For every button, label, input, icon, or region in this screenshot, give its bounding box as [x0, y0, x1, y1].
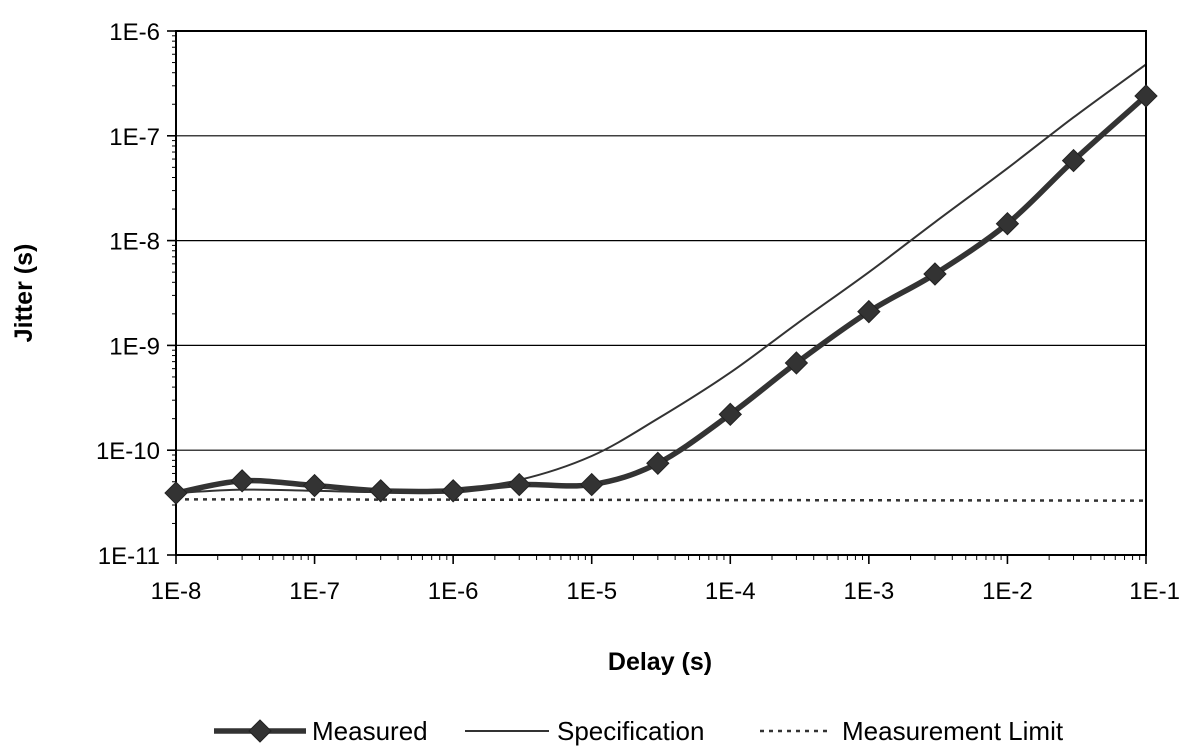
series-lines: [173, 63, 1149, 502]
x-tick-label: 1E-5: [566, 578, 617, 605]
data-point-marker: [368, 479, 393, 503]
legend-label: Specification: [557, 716, 704, 746]
y-tick-label: 1E-7: [109, 124, 160, 151]
data-point-marker: [784, 351, 809, 375]
legend: Measured Specification Measurement Limit: [214, 716, 1064, 746]
data-point-marker: [302, 473, 327, 498]
data-point-marker: [1061, 148, 1086, 173]
y-tick-label: 1E-10: [96, 438, 160, 465]
y-tick-label: 1E-8: [109, 229, 160, 256]
data-point-marker: [580, 472, 604, 497]
gridlines: [176, 135, 1146, 451]
x-tick-label: 1E-6: [428, 578, 479, 605]
data-point-marker: [441, 479, 465, 503]
legend-label: Measured: [312, 716, 428, 746]
legend-item-measurement-limit: Measurement Limit: [760, 716, 1064, 746]
plot-area-frame: [175, 30, 1147, 556]
x-tick-label: 1E-3: [844, 578, 895, 605]
x-tick-label: 1E-2: [982, 578, 1033, 605]
legend-item-measured: Measured: [214, 716, 428, 746]
series-line-measured: [173, 93, 1149, 496]
data-point-marker: [857, 299, 881, 324]
x-tick-label: 1E-7: [289, 578, 340, 605]
y-tick-label: 1E-9: [109, 333, 160, 360]
x-tick-label: 1E-1: [1129, 578, 1180, 605]
y-axis-title: Jitter (s): [10, 244, 38, 343]
axis-ticks: [167, 30, 1147, 564]
legend-marker: [248, 719, 272, 743]
series-line-measurement-limit: [175, 498, 1147, 502]
x-axis-title: Delay (s): [608, 648, 712, 676]
y-tick-label: 1E-6: [109, 19, 160, 46]
data-point-marker: [507, 472, 531, 497]
data-point-marker: [923, 262, 947, 286]
x-tick-label: 1E-4: [705, 578, 756, 605]
legend-item-specification: Specification: [465, 716, 704, 746]
data-point-marker: [1134, 84, 1158, 108]
series-line-specification: [175, 63, 1147, 495]
series-markers: [164, 84, 1158, 505]
data-point-marker: [646, 451, 670, 476]
data-point-marker: [230, 469, 254, 493]
y-tick-label: 1E-11: [98, 543, 160, 570]
x-tick-label: 1E-8: [151, 578, 202, 605]
data-point-marker: [164, 481, 188, 505]
data-point-marker: [995, 211, 1020, 236]
tick-labels: 1E-11 1E-10 1E-9 1E-8 1E-7 1E-6 1E-8 1E-7 1E-6 1E…: [96, 19, 1180, 605]
legend-label: Measurement Limit: [842, 716, 1064, 746]
data-point-marker: [718, 402, 742, 427]
